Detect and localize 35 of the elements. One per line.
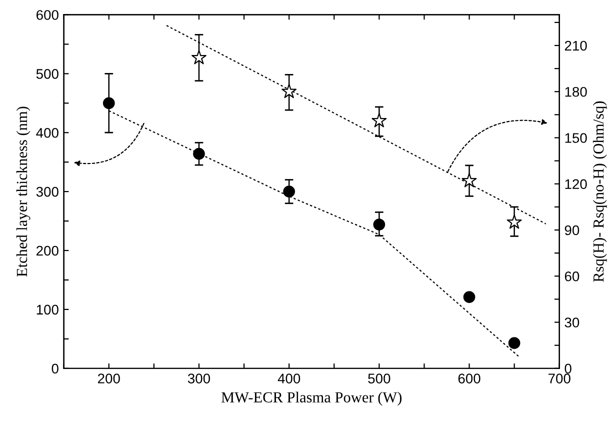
point xyxy=(193,148,205,160)
y-tick-label: 600 xyxy=(36,10,58,20)
y2-axis-title: Rsq(H)- Rsq(no-H) (Ohm/sq) xyxy=(592,101,607,282)
y-tick-label: 100 xyxy=(36,304,58,315)
y2-tick-label: 90 xyxy=(564,225,580,236)
y2-tick-label: 0 xyxy=(564,364,572,374)
point xyxy=(373,218,386,230)
point xyxy=(508,337,520,349)
y-tick-label: 300 xyxy=(36,186,58,197)
y-tick-label: 400 xyxy=(36,128,58,138)
y2-tick-label: 210 xyxy=(564,40,587,51)
y2-tick-label: 30 xyxy=(564,318,580,328)
x-tick-label: 700 xyxy=(548,374,570,384)
point xyxy=(283,186,296,198)
y-tick-label: 0 xyxy=(52,364,58,374)
y2-tick-label: 150 xyxy=(565,133,587,143)
point xyxy=(372,112,387,128)
point xyxy=(506,214,522,229)
y-tick-label: 200 xyxy=(36,246,58,256)
y2-tick-label: 180 xyxy=(565,86,587,97)
point xyxy=(463,291,476,303)
y-tick-label: 500 xyxy=(36,69,58,79)
point xyxy=(282,84,297,98)
x-axis-title: MW-ECR Plasma Power (W) xyxy=(221,392,402,406)
y2-tick-label: 120 xyxy=(565,179,587,190)
y2-tick-label: 60 xyxy=(564,271,580,282)
point xyxy=(462,172,477,188)
x-tick-label: 600 xyxy=(458,374,480,384)
point xyxy=(192,50,206,64)
point xyxy=(102,97,115,110)
x-tick-label: 200 xyxy=(98,374,120,384)
y-axis-title: Etched layer thickness (nm) xyxy=(16,106,30,277)
x-tick-label: 300 xyxy=(188,374,210,384)
x-tick-label: 500 xyxy=(368,374,390,384)
x-tick-label: 400 xyxy=(278,374,300,384)
